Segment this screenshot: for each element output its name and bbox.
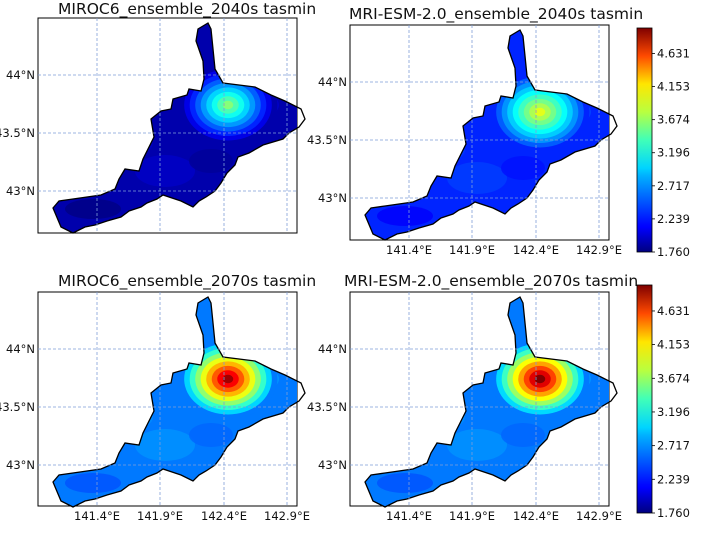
colorbar-tick-label: 2.239	[657, 472, 690, 486]
map-panel-3: MIROC6_ensemble_2070s tasmin 44°N 43.5°N 43…	[0, 272, 316, 523]
lat-tick-label: 44°N	[318, 75, 347, 89]
panel-title: MIROC6_ensemble_2040s tasmin	[58, 0, 316, 19]
lat-tick-label: 43°N	[318, 191, 347, 205]
lat-tick-label: 44°N	[6, 68, 35, 82]
lon-tick-label: 142.4°E	[201, 509, 247, 523]
lat-tick-label: 43.5°N	[0, 400, 35, 414]
panel-title: MRI-ESM-2.0_ensemble_2040s tasmin	[349, 5, 643, 24]
colorbar-tick-label: 2.239	[657, 212, 690, 226]
colorbar-tick-label: 4.153	[657, 80, 690, 94]
map-panel-2: MRI-ESM-2.0_ensemble_2040s tasmin 44°N 43.…	[307, 5, 643, 257]
colorbar-tick-label: 4.631	[657, 47, 690, 61]
lon-tick-label: 141.4°E	[386, 509, 432, 523]
panel-title: MIROC6_ensemble_2070s tasmin	[58, 272, 316, 291]
lon-tick-label: 142.9°E	[264, 509, 310, 523]
lat-tick-label: 44°N	[6, 342, 35, 356]
lat-tick-label: 43.5°N	[307, 133, 347, 147]
lon-tick-label: 141.9°E	[449, 243, 495, 257]
lon-tick-label: 141.9°E	[449, 509, 495, 523]
colorbar-gradient	[636, 284, 653, 514]
lon-tick-label: 142.4°E	[513, 509, 559, 523]
colorbar-gradient	[636, 27, 653, 253]
colorbar-tick-label: 4.153	[657, 338, 690, 352]
lat-tick-label: 43°N	[6, 458, 35, 472]
colorbar-tick-label: 4.631	[657, 304, 690, 318]
panel-title: MRI-ESM-2.0_ensemble_2070s tasmin	[344, 272, 638, 291]
colorbar-tick-label: 1.760	[657, 245, 690, 259]
lon-tick-label: 141.9°E	[137, 509, 183, 523]
lat-tick-label: 44°N	[318, 342, 347, 356]
colorbar-tick-label: 3.674	[657, 113, 690, 127]
map-panel-4: MRI-ESM-2.0_ensemble_2070s tasmin 44°N 43.…	[307, 272, 638, 523]
lon-tick-label: 142.9°E	[576, 243, 622, 257]
lon-tick-label: 142.4°E	[513, 243, 559, 257]
lon-tick-label: 142.9°E	[576, 509, 622, 523]
lon-tick-label: 141.4°E	[74, 509, 120, 523]
lat-tick-label: 43.5°N	[0, 126, 35, 140]
lat-tick-label: 43°N	[318, 458, 347, 472]
lat-tick-label: 43.5°N	[307, 400, 347, 414]
lon-tick-label: 141.4°E	[386, 243, 432, 257]
colorbar-tick-label: 3.196	[657, 146, 690, 160]
colorbar-tick-label: 3.196	[657, 405, 690, 419]
colorbar-tick-label: 2.717	[657, 179, 690, 193]
colorbar-tick-label: 2.717	[657, 439, 690, 453]
lat-tick-label: 43°N	[6, 184, 35, 198]
map-panel-1: MIROC6_ensemble_2040s tasmin 44°N 43.5°N 43…	[0, 0, 316, 234]
colorbar-tick-label: 3.674	[657, 371, 690, 385]
colorbar-tick-label: 1.760	[657, 506, 690, 520]
